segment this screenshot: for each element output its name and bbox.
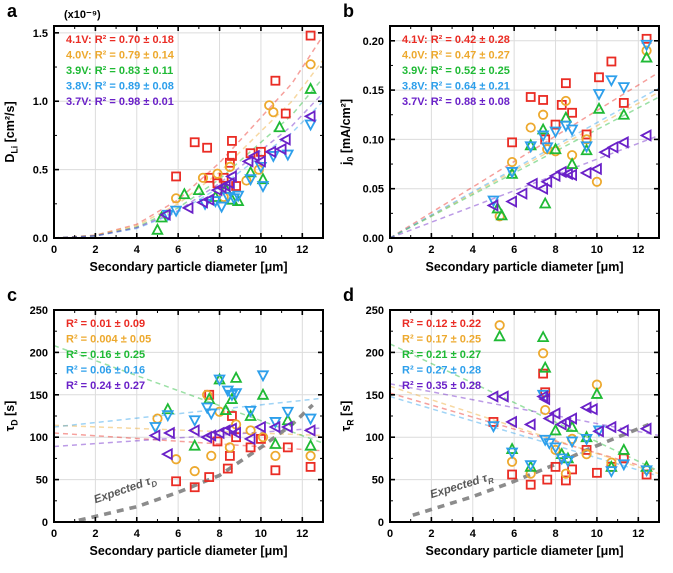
- svg-text:10: 10: [591, 244, 603, 256]
- svg-text:12: 12: [296, 528, 308, 540]
- svg-text:200: 200: [366, 347, 384, 359]
- svg-text:4.1V: R² = 0.70 ± 0.18: 4.1V: R² = 0.70 ± 0.18: [66, 34, 174, 46]
- panel-a-letter: a: [7, 1, 18, 21]
- svg-text:DLi [cm²/s]: DLi [cm²/s]: [3, 101, 20, 162]
- panel-c-chart: Expected τD0 2 4 6 8 10 12050100150200250Secon…: [3, 305, 324, 558]
- panel-d: d Expected τR 0 2 4 6 8 10 12 0 50 100 150 200 250 Sec…: [336, 284, 672, 568]
- svg-text:8: 8: [552, 244, 558, 256]
- svg-text:Secondary particle diameter [μ: Secondary particle diameter [μm]: [426, 260, 624, 274]
- svg-text:6: 6: [175, 528, 181, 540]
- svg-text:0.10: 0.10: [363, 134, 384, 146]
- svg-text:3.7V: R² = 0.88 ± 0.08: 3.7V: R² = 0.88 ± 0.08: [402, 96, 510, 108]
- svg-text:0: 0: [51, 528, 57, 540]
- panel-b: b 0 2 4 6 8 10 12 0.00 0.05 0.10 0.15 0.20 Secondary…: [336, 0, 672, 284]
- svg-text:0.05: 0.05: [363, 184, 384, 196]
- svg-text:4: 4: [470, 244, 477, 256]
- svg-text:(x10⁻⁹): (x10⁻⁹): [64, 9, 101, 21]
- svg-text:2: 2: [92, 244, 98, 256]
- svg-text:0.15: 0.15: [363, 85, 384, 97]
- svg-text:0.5: 0.5: [33, 165, 48, 177]
- svg-text:6: 6: [175, 244, 181, 256]
- svg-text:R² = 0.21 ± 0.27: R² = 0.21 ± 0.27: [402, 349, 481, 361]
- svg-text:4.0V: R² = 0.47 ± 0.27: 4.0V: R² = 0.47 ± 0.27: [402, 50, 510, 62]
- svg-text:Secondary particle diameter [μ: Secondary particle diameter [μm]: [426, 544, 624, 558]
- svg-text:1.5: 1.5: [33, 28, 48, 40]
- svg-text:4: 4: [134, 244, 141, 256]
- svg-text:0: 0: [387, 244, 393, 256]
- svg-text:Secondary particle diameter [μ: Secondary particle diameter [μm]: [90, 260, 288, 274]
- svg-text:Expected τR: Expected τR: [429, 471, 495, 504]
- panel-b-chart: 0 2 4 6 8 10 12 0.00 0.05 0.10 0.15 0.20 Secondary p…: [339, 25, 660, 274]
- svg-text:8: 8: [216, 244, 222, 256]
- svg-text:R² = 0.35 ± 0.28: R² = 0.35 ± 0.28: [402, 380, 481, 392]
- svg-text:200: 200: [30, 347, 48, 359]
- svg-text:R² = 0.16 ± 0.25: R² = 0.16 ± 0.25: [66, 349, 145, 361]
- svg-text:8: 8: [552, 528, 558, 540]
- panel-d-chart: Expected τR 0 2 4 6 8 10 12 0 50 100 150 200 250 Secon…: [339, 305, 660, 558]
- panel-a: a 0 2 4 6 8 10 12 0.0 0.5 1.0 1.5 Secondary particl…: [0, 0, 336, 284]
- svg-text:6: 6: [511, 244, 517, 256]
- svg-text:250: 250: [30, 305, 48, 317]
- svg-text:10: 10: [255, 528, 267, 540]
- svg-text:τD [s]: τD [s]: [3, 401, 20, 432]
- svg-text:0.20: 0.20: [363, 36, 384, 48]
- svg-text:4.1V: R² = 0.42 ± 0.28: 4.1V: R² = 0.42 ± 0.28: [402, 34, 510, 46]
- svg-text:50: 50: [372, 475, 384, 487]
- svg-text:8: 8: [216, 528, 222, 540]
- svg-text:150: 150: [366, 390, 384, 402]
- svg-text:2: 2: [428, 244, 434, 256]
- svg-text:10: 10: [255, 244, 267, 256]
- svg-text:4: 4: [134, 528, 141, 540]
- panel-c-letter: c: [7, 285, 18, 305]
- svg-text:R² = 0.004 ± 0.05: R² = 0.004 ± 0.05: [66, 334, 151, 346]
- svg-text:j0 [mA/cm²]: j0 [mA/cm²]: [339, 99, 356, 166]
- svg-text:2: 2: [92, 528, 98, 540]
- svg-text:0.00: 0.00: [363, 233, 384, 245]
- svg-text:2: 2: [428, 528, 434, 540]
- panel-b-letter: b: [343, 1, 354, 21]
- svg-text:R² = 0.27 ± 0.28: R² = 0.27 ± 0.28: [402, 365, 481, 377]
- svg-text:6: 6: [511, 528, 517, 540]
- svg-text:0: 0: [378, 517, 384, 529]
- svg-text:10: 10: [591, 528, 603, 540]
- panel-d-letter: d: [343, 285, 354, 305]
- svg-text:R² = 0.06 ± 0.16: R² = 0.06 ± 0.16: [66, 365, 145, 377]
- svg-text:3.8V: R² = 0.64 ± 0.21: 3.8V: R² = 0.64 ± 0.21: [402, 81, 510, 93]
- svg-text:100: 100: [30, 432, 48, 444]
- svg-text:R² = 0.01 ± 0.09: R² = 0.01 ± 0.09: [66, 318, 145, 330]
- svg-text:12: 12: [632, 244, 644, 256]
- svg-text:4: 4: [470, 528, 477, 540]
- svg-text:3.9V: R² = 0.52 ± 0.25: 3.9V: R² = 0.52 ± 0.25: [402, 65, 510, 77]
- svg-text:R² = 0.24 ± 0.27: R² = 0.24 ± 0.27: [66, 380, 145, 392]
- svg-text:12: 12: [632, 528, 644, 540]
- panel-a-chart: 0 2 4 6 8 10 12 0.0 0.5 1.0 1.5 Secondary particle …: [3, 9, 324, 274]
- svg-text:250: 250: [366, 305, 384, 317]
- svg-text:0: 0: [51, 244, 57, 256]
- svg-text:τR [s]: τR [s]: [339, 401, 356, 432]
- svg-text:12: 12: [296, 244, 308, 256]
- svg-text:R² = 0.12 ± 0.22: R² = 0.12 ± 0.22: [402, 318, 481, 330]
- svg-text:0.0: 0.0: [33, 233, 48, 245]
- svg-text:4.0V: R² = 0.79 ± 0.14: 4.0V: R² = 0.79 ± 0.14: [66, 50, 175, 62]
- svg-text:50: 50: [36, 475, 48, 487]
- svg-text:150: 150: [30, 390, 48, 402]
- svg-text:0: 0: [42, 517, 48, 529]
- panel-c: c Expected τD 0 2 4 6 8 10 12 0 50 100 150 200 250 Sec…: [0, 284, 336, 568]
- svg-text:Secondary particle diameter [μ: Secondary particle diameter [μm]: [90, 544, 288, 558]
- svg-text:1.0: 1.0: [33, 96, 48, 108]
- svg-text:3.7V: R² = 0.98 ± 0.01: 3.7V: R² = 0.98 ± 0.01: [66, 96, 174, 108]
- svg-text:3.9V: R² = 0.83 ± 0.11: 3.9V: R² = 0.83 ± 0.11: [66, 65, 173, 77]
- svg-text:3.8V: R² = 0.89 ± 0.08: 3.8V: R² = 0.89 ± 0.08: [66, 81, 174, 93]
- svg-text:100: 100: [366, 432, 384, 444]
- svg-text:0: 0: [387, 528, 393, 540]
- svg-text:R² = 0.17 ± 0.25: R² = 0.17 ± 0.25: [402, 334, 481, 346]
